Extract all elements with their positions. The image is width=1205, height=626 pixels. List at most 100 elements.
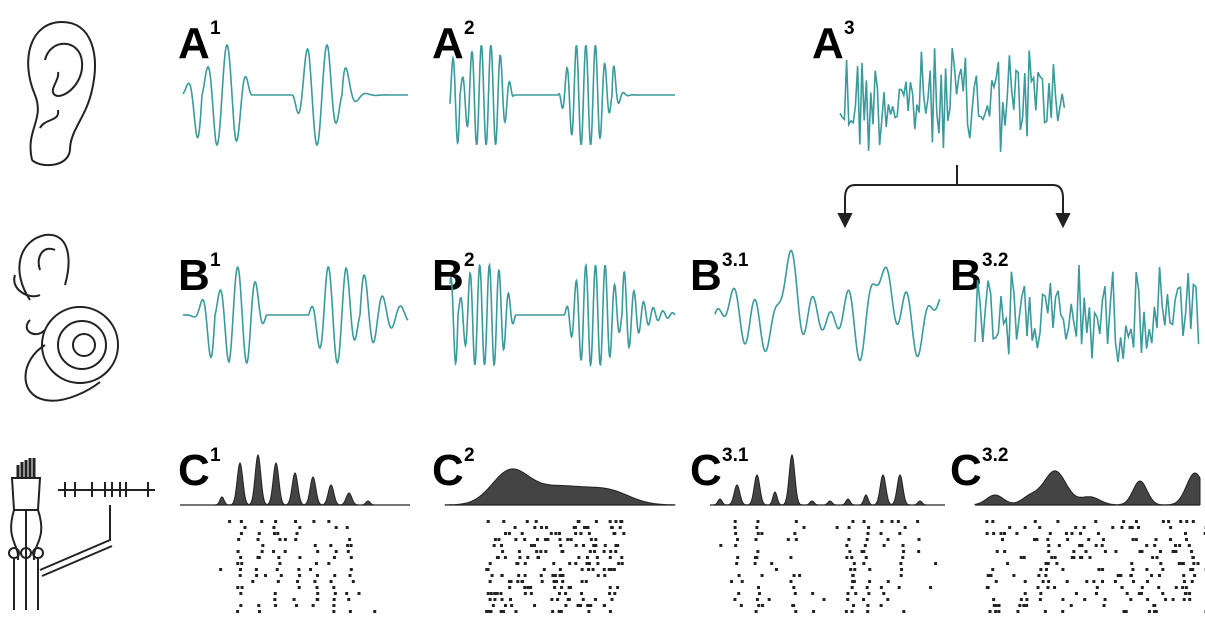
spike bbox=[798, 574, 801, 577]
spike bbox=[898, 586, 901, 589]
panel-letter: C bbox=[178, 446, 210, 495]
spike bbox=[492, 604, 495, 607]
spike bbox=[986, 532, 989, 535]
spike bbox=[787, 538, 790, 541]
spike bbox=[526, 520, 529, 523]
spike bbox=[347, 550, 350, 553]
spike bbox=[934, 562, 937, 565]
spike bbox=[493, 544, 496, 547]
spike bbox=[510, 580, 513, 583]
spike bbox=[500, 574, 503, 577]
spike bbox=[614, 550, 617, 553]
spike bbox=[298, 526, 301, 529]
spike bbox=[533, 604, 536, 607]
spike bbox=[1083, 526, 1086, 529]
spike bbox=[1092, 580, 1095, 583]
spike bbox=[1185, 586, 1188, 589]
spike bbox=[237, 538, 240, 541]
spike bbox=[236, 586, 239, 589]
spike bbox=[508, 532, 511, 535]
spike bbox=[489, 580, 492, 583]
spike bbox=[241, 586, 244, 589]
spike bbox=[1102, 538, 1105, 541]
spike bbox=[1145, 568, 1148, 571]
spike bbox=[530, 592, 533, 595]
spike bbox=[333, 598, 336, 601]
panel-superscript: 2 bbox=[464, 445, 475, 466]
spike bbox=[608, 592, 611, 595]
spike bbox=[1053, 586, 1056, 589]
spike bbox=[1101, 568, 1104, 571]
spike bbox=[529, 586, 532, 589]
spike bbox=[274, 592, 277, 595]
panel-superscript: 1 bbox=[210, 445, 221, 466]
panel-letter: C bbox=[432, 446, 464, 495]
ear-icon bbox=[28, 22, 95, 165]
spike bbox=[257, 556, 260, 559]
spike bbox=[274, 520, 277, 523]
spike bbox=[620, 556, 623, 559]
spike bbox=[755, 610, 758, 613]
spike bbox=[1188, 598, 1191, 601]
spike bbox=[491, 574, 494, 577]
spike bbox=[350, 544, 353, 547]
spike bbox=[1003, 532, 1006, 535]
spike bbox=[621, 562, 624, 565]
spike bbox=[850, 556, 853, 559]
spike bbox=[240, 520, 243, 523]
spike bbox=[278, 562, 281, 565]
spike bbox=[496, 556, 499, 559]
spike bbox=[536, 538, 539, 541]
spike bbox=[346, 526, 349, 529]
spike bbox=[1065, 532, 1068, 535]
spike bbox=[603, 604, 606, 607]
spike bbox=[988, 610, 991, 613]
spike bbox=[594, 598, 597, 601]
spike bbox=[847, 538, 850, 541]
spike bbox=[1191, 580, 1194, 583]
spike bbox=[609, 610, 612, 613]
spike bbox=[284, 538, 287, 541]
spike bbox=[347, 598, 350, 601]
spike bbox=[335, 526, 338, 529]
spike bbox=[581, 568, 584, 571]
spike bbox=[1188, 544, 1191, 547]
spike bbox=[1055, 562, 1058, 565]
spike bbox=[1135, 520, 1138, 523]
spike bbox=[333, 574, 336, 577]
spike bbox=[736, 556, 739, 559]
spike bbox=[298, 586, 301, 589]
spike bbox=[313, 580, 316, 583]
spike bbox=[1039, 598, 1042, 601]
spike bbox=[902, 610, 905, 613]
spike bbox=[261, 550, 264, 553]
spike bbox=[853, 568, 856, 571]
spike bbox=[257, 604, 260, 607]
spike bbox=[1039, 568, 1042, 571]
spike bbox=[891, 520, 894, 523]
waveform bbox=[840, 48, 1064, 152]
spike bbox=[560, 586, 563, 589]
spike bbox=[1042, 580, 1045, 583]
spike bbox=[243, 526, 246, 529]
spike bbox=[987, 574, 990, 577]
spike bbox=[735, 562, 738, 565]
spike bbox=[853, 562, 856, 565]
spike bbox=[1047, 544, 1050, 547]
spike bbox=[734, 526, 737, 529]
spike bbox=[236, 562, 239, 565]
spike bbox=[866, 538, 869, 541]
spike bbox=[619, 526, 622, 529]
spike bbox=[845, 544, 848, 547]
spike bbox=[272, 526, 275, 529]
spike bbox=[237, 550, 240, 553]
spike bbox=[1185, 520, 1188, 523]
spike bbox=[500, 610, 503, 613]
waveform bbox=[183, 45, 408, 145]
spike bbox=[904, 526, 907, 529]
spike bbox=[352, 580, 355, 583]
spike bbox=[533, 526, 536, 529]
hair-cell-icon bbox=[9, 458, 155, 610]
spike bbox=[1159, 550, 1162, 553]
spike bbox=[1061, 568, 1064, 571]
